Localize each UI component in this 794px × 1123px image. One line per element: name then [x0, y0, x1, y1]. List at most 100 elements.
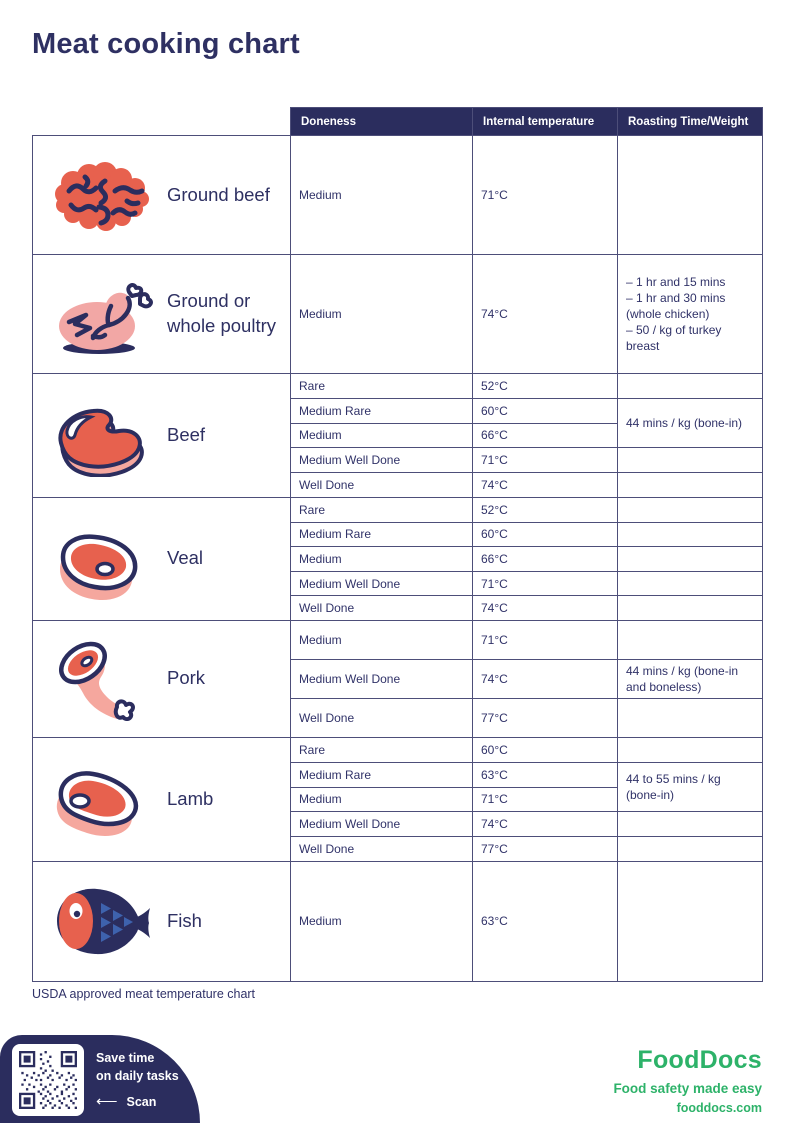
- table-row: Medium Rare 63°C 44 to 55 mins / kg (bon…: [33, 761, 763, 813]
- meat-cell-ground-beef: Ground beef: [32, 135, 291, 255]
- qr-code: [12, 1044, 84, 1116]
- doneness-cell: Medium Rare: [290, 397, 473, 424]
- table-row: Veal Rare 52°C: [32, 496, 763, 621]
- roast-cell: [617, 521, 763, 548]
- table-row: Medium 66°C: [33, 422, 763, 449]
- doneness-cell: Rare: [290, 373, 473, 399]
- meat-cell-pork: Pork: [32, 619, 291, 738]
- table-row: Beef Rare 52°C: [32, 373, 763, 498]
- roast-cell: [617, 472, 763, 498]
- footnote: USDA approved meat temperature chart: [32, 987, 256, 1001]
- doneness-cell: Medium Well Done: [290, 658, 473, 699]
- temp-cell: 71°C: [472, 786, 618, 813]
- table-row: Fish Medium 63°C: [32, 860, 763, 982]
- temp-cell: 60°C: [472, 397, 618, 424]
- roast-cell: [617, 836, 763, 862]
- meat-name: Pork: [167, 667, 206, 689]
- doneness-cell: Well Done: [290, 836, 473, 862]
- doneness-cell: Medium: [290, 619, 473, 660]
- scan-label: Scan: [126, 1094, 157, 1109]
- beef-steak-icon: [49, 393, 153, 478]
- table-row: Pork Medium 71°C: [32, 619, 763, 738]
- page-title: Meat cooking chart: [32, 28, 300, 60]
- brand-website: fooddocs.com: [676, 1101, 762, 1115]
- doneness-cell: Well Done: [290, 472, 473, 498]
- roast-cell: [617, 546, 763, 572]
- table-row: Ground beef Medium 71°C: [32, 135, 763, 255]
- save-time-text-line1: Save time: [96, 1051, 155, 1065]
- header-ghost-cell: [33, 108, 291, 136]
- roast-cell: [617, 595, 763, 621]
- temp-cell: 77°C: [472, 836, 618, 862]
- doneness-cell: Medium: [290, 135, 473, 255]
- roast-cell: [617, 860, 763, 982]
- table-row: Well Done 77°C: [33, 697, 763, 738]
- meat-cell-lamb: Lamb: [32, 736, 291, 862]
- roast-cell-merged: 44 mins / kg (bone-in): [617, 397, 763, 449]
- meat-cell-fish: Fish: [32, 860, 291, 982]
- temp-cell: 60°C: [472, 521, 618, 548]
- meat-cell-beef: Beef: [32, 373, 291, 498]
- doneness-cell: Medium: [290, 860, 473, 982]
- roast-cell: [617, 570, 763, 597]
- temp-cell: 60°C: [472, 736, 618, 763]
- meat-name: Veal: [167, 547, 204, 569]
- brand-tagline: Food safety made easy: [613, 1081, 762, 1096]
- veal-chop-icon: [49, 517, 153, 601]
- qr-blob: Save time on daily tasks ⟵ Scan: [0, 1035, 200, 1123]
- doneness-cell: Medium: [290, 546, 473, 572]
- table-row: Medium Rare 60°C: [33, 521, 763, 548]
- temp-cell: 71°C: [472, 447, 618, 474]
- temp-cell: 66°C: [472, 546, 618, 572]
- ground-beef-icon: [49, 153, 153, 237]
- roast-cell: [617, 373, 763, 399]
- table-row: Medium 71°C: [33, 786, 763, 813]
- doneness-cell: Medium Well Done: [290, 811, 473, 838]
- header-row: Doneness Internal temperature Roasting T…: [33, 107, 763, 136]
- meat-table: Doneness Internal temperature Roasting T…: [32, 107, 763, 982]
- roast-cell: [617, 135, 763, 255]
- table-row: Medium Well Done 74°C 44 mins / kg (bone…: [33, 658, 763, 699]
- doneness-cell: Medium: [290, 786, 473, 813]
- doneness-cell: Medium Rare: [290, 761, 473, 788]
- table-row: Medium Well Done 71°C: [33, 447, 763, 474]
- temp-cell: 71°C: [472, 135, 618, 255]
- table-row: Medium Well Done 74°C: [33, 811, 763, 838]
- table-row: Well Done 74°C: [33, 595, 763, 621]
- roast-cell: [617, 697, 763, 738]
- header-internal-temperature: Internal temperature: [472, 107, 618, 136]
- doneness-cell: Medium: [290, 254, 473, 374]
- roast-cell: [617, 619, 763, 660]
- poultry-icon: [49, 272, 153, 356]
- doneness-cell: Medium Well Done: [290, 447, 473, 474]
- meat-cell-poultry: Ground or whole poultry: [32, 254, 291, 374]
- brand-block: FoodDocs Food safety made easy fooddocs.…: [613, 1046, 762, 1115]
- temp-cell: 71°C: [472, 570, 618, 597]
- doneness-cell: Medium Rare: [290, 521, 473, 548]
- header-roasting-time: Roasting Time/Weight: [617, 107, 763, 136]
- doneness-cell: Medium Well Done: [290, 570, 473, 597]
- temp-cell: 52°C: [472, 496, 618, 523]
- temp-cell: 63°C: [472, 860, 618, 982]
- fooddocs-logo: FoodDocs: [637, 1046, 762, 1074]
- meat-name: Lamb: [167, 787, 214, 809]
- doneness-cell: Rare: [290, 496, 473, 523]
- temp-cell: 74°C: [472, 811, 618, 838]
- header-doneness: Doneness: [290, 107, 473, 136]
- table-row: Medium 66°C: [33, 546, 763, 572]
- table-row: Medium Well Done 71°C: [33, 570, 763, 597]
- meat-name: Beef: [167, 424, 206, 445]
- table-row: Lamb Rare 60°C: [32, 736, 763, 862]
- roast-cell: 44 mins / kg (bone-in and boneless): [617, 658, 763, 699]
- temp-cell: 77°C: [472, 697, 618, 738]
- roast-cell: [617, 447, 763, 474]
- roast-cell: [617, 736, 763, 763]
- meat-name: Ground or whole poultry: [167, 290, 277, 336]
- doneness-cell: Rare: [290, 736, 473, 763]
- temp-cell: 74°C: [472, 472, 618, 498]
- temp-cell: 74°C: [472, 595, 618, 621]
- pork-ham-icon: [49, 637, 153, 721]
- save-time-text-line2: on daily tasks: [96, 1068, 179, 1083]
- meat-name: Fish: [167, 909, 202, 931]
